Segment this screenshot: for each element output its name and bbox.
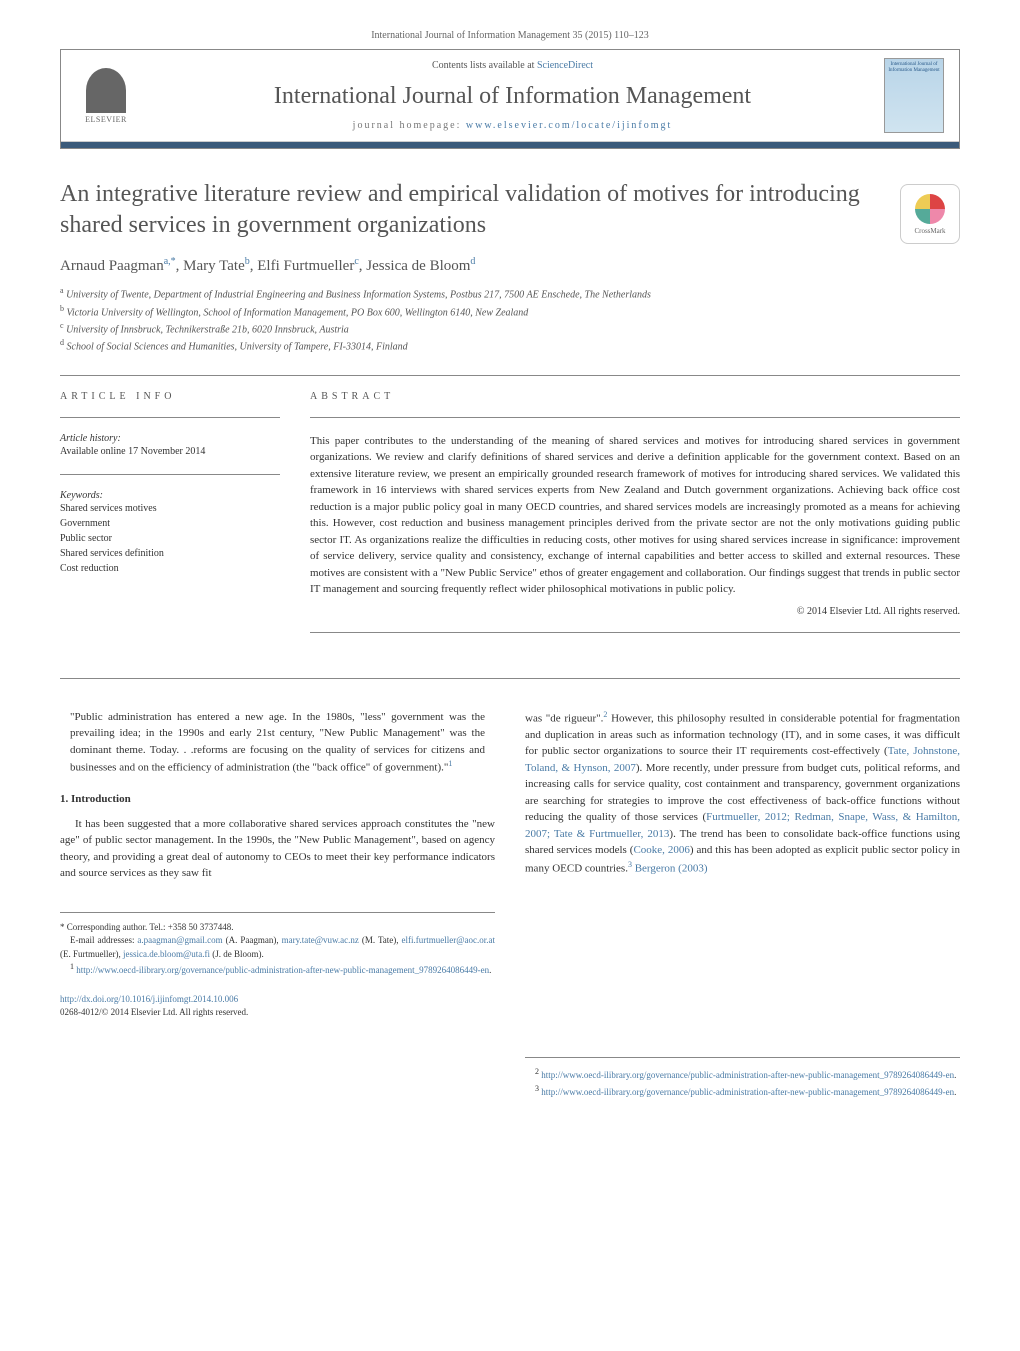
article-info-block: ARTICLE INFO Article history: Available … xyxy=(60,391,280,648)
body-paragraph: was "de rigueur".2 However, this philoso… xyxy=(525,709,960,877)
body-text: "Public administration has entered a new… xyxy=(60,709,960,1099)
journal-header: ELSEVIER Contents lists available at Sci… xyxy=(60,49,960,149)
crossmark-badge[interactable]: CrossMark xyxy=(900,184,960,244)
keyword: Shared services definition xyxy=(60,546,280,561)
body-paragraph: It has been suggested that a more collab… xyxy=(60,816,495,882)
abstract-text: This paper contributes to the understand… xyxy=(310,433,960,598)
affiliations: a University of Twente, Department of In… xyxy=(60,285,960,354)
article-title: An integrative literature review and emp… xyxy=(60,179,960,241)
keyword: Shared services motives xyxy=(60,501,280,516)
journal-homepage: journal homepage: www.elsevier.com/locat… xyxy=(156,120,869,131)
footnote-url[interactable]: http://www.oecd-ilibrary.org/governance/… xyxy=(541,1070,954,1080)
abstract-block: ABSTRACT This paper contributes to the u… xyxy=(310,391,960,648)
crossmark-icon xyxy=(915,194,945,224)
journal-reference: International Journal of Information Man… xyxy=(60,30,960,41)
abstract-copyright: © 2014 Elsevier Ltd. All rights reserved… xyxy=(310,606,960,617)
opening-quote: "Public administration has entered a new… xyxy=(60,709,495,777)
footnotes-left: * Corresponding author. Tel.: +358 50 37… xyxy=(60,912,495,978)
keyword: Public sector xyxy=(60,531,280,546)
journal-cover-thumbnail: International Journal of Information Man… xyxy=(884,58,944,133)
divider xyxy=(60,375,960,376)
footnotes-right: 2 http://www.oecd-ilibrary.org/governanc… xyxy=(525,1057,960,1099)
keyword: Government xyxy=(60,516,280,531)
footnote-ref-1[interactable]: 1 xyxy=(448,759,452,768)
email-link[interactable]: mary.tate@vuw.ac.nz xyxy=(282,935,359,945)
homepage-link[interactable]: www.elsevier.com/locate/ijinfomgt xyxy=(466,120,672,131)
journal-name: International Journal of Information Man… xyxy=(156,83,869,110)
accent-bar xyxy=(61,142,959,148)
email-link[interactable]: jessica.de.bloom@uta.fi xyxy=(123,949,210,959)
authors-line: Arnaud Paagmana,*, Mary Tateb, Elfi Furt… xyxy=(60,256,960,275)
contents-available: Contents lists available at ScienceDirec… xyxy=(156,60,869,71)
email-link[interactable]: a.paagman@gmail.com xyxy=(137,935,222,945)
citation-link[interactable]: Bergeron (2003) xyxy=(632,863,708,875)
email-link[interactable]: elfi.furtmueller@aoc.or.at xyxy=(402,935,496,945)
footer-doi: http://dx.doi.org/10.1016/j.ijinfomgt.20… xyxy=(60,993,495,1020)
footnote-url[interactable]: http://www.oecd-ilibrary.org/governance/… xyxy=(541,1087,954,1097)
elsevier-logo: ELSEVIER xyxy=(76,61,136,131)
sciencedirect-link[interactable]: ScienceDirect xyxy=(537,60,593,71)
section-heading: 1. Introduction xyxy=(60,791,495,808)
footnote-url[interactable]: http://www.oecd-ilibrary.org/governance/… xyxy=(76,965,489,975)
doi-link[interactable]: http://dx.doi.org/10.1016/j.ijinfomgt.20… xyxy=(60,994,238,1004)
citation-link[interactable]: Cooke, 2006 xyxy=(633,844,689,856)
keyword: Cost reduction xyxy=(60,561,280,576)
